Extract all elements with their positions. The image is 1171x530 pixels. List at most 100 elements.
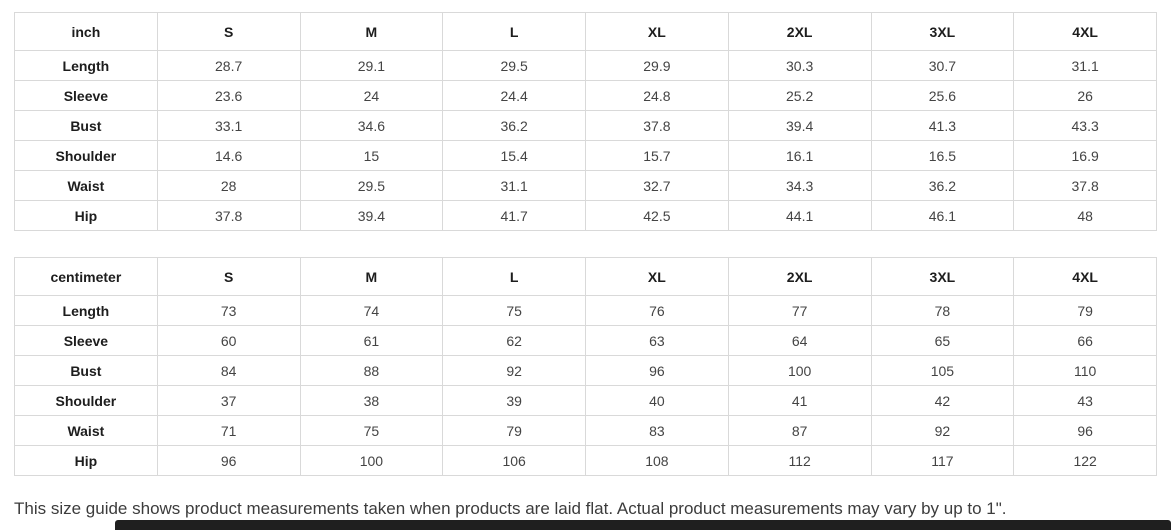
measurement-value: 43	[1013, 385, 1157, 416]
measurement-value: 44.1	[727, 200, 872, 231]
measurement-label: Bust	[14, 355, 158, 386]
measurement-row: Bust 33.1 34.6 36.2 37.8 39.4 41.3 43.3	[14, 110, 1157, 141]
measurement-value: 84	[156, 355, 301, 386]
measurement-value: 37.8	[585, 110, 729, 141]
measurement-value: 33.1	[156, 110, 301, 141]
measurement-value: 96	[1013, 415, 1157, 446]
measurement-value: 25.6	[870, 80, 1015, 111]
measurement-value: 15	[299, 140, 444, 171]
measurement-value: 24.4	[442, 80, 586, 111]
measurement-value: 79	[1013, 295, 1157, 326]
measurement-value: 92	[870, 415, 1015, 446]
measurement-row: Length 73 74 75 76 77 78 79	[14, 295, 1157, 326]
measurement-row: Bust 84 88 92 96 100 105 110	[14, 355, 1157, 386]
measurement-label: Waist	[14, 415, 158, 446]
measurement-value: 96	[156, 445, 301, 476]
measurement-value: 29.1	[299, 50, 444, 81]
measurement-value: 48	[1013, 200, 1157, 231]
measurement-row: Shoulder 37 38 39 40 41 42 43	[14, 385, 1157, 416]
measurement-value: 46.1	[870, 200, 1015, 231]
size-table-inch: inch S M L XL 2XL 3XL 4XL Length 28.7 29.1 29.5 29.9…	[14, 12, 1157, 231]
measurement-value: 41.3	[870, 110, 1015, 141]
measurement-value: 65	[870, 325, 1015, 356]
measurement-row: Hip 37.8 39.4 41.7 42.5 44.1 46.1 48	[14, 200, 1157, 231]
measurement-label: Sleeve	[14, 80, 158, 111]
measurement-row: Waist 71 75 79 83 87 92 96	[14, 415, 1157, 446]
size-column-header: S	[156, 12, 301, 51]
size-column-header: XL	[585, 12, 729, 51]
measurement-value: 74	[299, 295, 444, 326]
measurement-value: 39.4	[727, 110, 872, 141]
size-column-header: 2XL	[727, 257, 872, 296]
measurement-label: Bust	[14, 110, 158, 141]
measurement-label: Shoulder	[14, 140, 158, 171]
measurement-value: 41.7	[442, 200, 586, 231]
measurement-value: 37.8	[1013, 170, 1157, 201]
measurement-value: 43.3	[1013, 110, 1157, 141]
measurement-label: Hip	[14, 200, 158, 231]
measurement-value: 88	[299, 355, 444, 386]
measurement-value: 14.6	[156, 140, 301, 171]
measurement-value: 100	[299, 445, 444, 476]
measurement-label: Waist	[14, 170, 158, 201]
measurement-value: 73	[156, 295, 301, 326]
measurement-value: 36.2	[442, 110, 586, 141]
measurement-value: 60	[156, 325, 301, 356]
measurement-row: Sleeve 60 61 62 63 64 65 66	[14, 325, 1157, 356]
measurement-value: 38	[299, 385, 444, 416]
header-row: inch S M L XL 2XL 3XL 4XL	[14, 12, 1157, 51]
measurement-value: 37	[156, 385, 301, 416]
measurement-value: 16.1	[727, 140, 872, 171]
measurement-value: 106	[442, 445, 586, 476]
measurement-value: 29.5	[299, 170, 444, 201]
measurement-value: 31.1	[1013, 50, 1157, 81]
measurement-value: 64	[727, 325, 872, 356]
measurement-value: 31.1	[442, 170, 586, 201]
table-gap	[14, 231, 1157, 257]
measurement-value: 16.9	[1013, 140, 1157, 171]
measurement-value: 75	[442, 295, 586, 326]
measurement-value: 79	[442, 415, 586, 446]
measurement-row: Sleeve 23.6 24 24.4 24.8 25.2 25.6 26	[14, 80, 1157, 111]
measurement-value: 29.5	[442, 50, 586, 81]
measurement-label: Sleeve	[14, 325, 158, 356]
measurement-value: 24	[299, 80, 444, 111]
measurement-value: 112	[727, 445, 872, 476]
measurement-value: 122	[1013, 445, 1157, 476]
measurement-value: 77	[727, 295, 872, 326]
size-column-header: 3XL	[870, 12, 1015, 51]
unit-label: centimeter	[14, 257, 158, 296]
measurement-value: 117	[870, 445, 1015, 476]
measurement-value: 108	[585, 445, 729, 476]
measurement-value: 39.4	[299, 200, 444, 231]
measurement-value: 92	[442, 355, 586, 386]
measurement-value: 63	[585, 325, 729, 356]
measurement-label: Hip	[14, 445, 158, 476]
measurement-row: Waist 28 29.5 31.1 32.7 34.3 36.2 37.8	[14, 170, 1157, 201]
size-column-header: M	[299, 12, 444, 51]
size-column-header: M	[299, 257, 444, 296]
measurement-value: 75	[299, 415, 444, 446]
measurement-value: 36.2	[870, 170, 1015, 201]
measurement-value: 28	[156, 170, 301, 201]
measurement-value: 16.5	[870, 140, 1015, 171]
measurement-value: 15.4	[442, 140, 586, 171]
measurement-value: 83	[585, 415, 729, 446]
measurement-label: Length	[14, 50, 158, 81]
measurement-value: 62	[442, 325, 586, 356]
cutoff-bottom-bar	[115, 520, 1171, 530]
measurement-value: 61	[299, 325, 444, 356]
measurement-value: 28.7	[156, 50, 301, 81]
measurement-value: 15.7	[585, 140, 729, 171]
header-row: centimeter S M L XL 2XL 3XL 4XL	[14, 257, 1157, 296]
measurement-value: 76	[585, 295, 729, 326]
size-column-header: XL	[585, 257, 729, 296]
size-column-header: 4XL	[1013, 257, 1157, 296]
measurement-value: 29.9	[585, 50, 729, 81]
measurement-value: 37.8	[156, 200, 301, 231]
size-column-header: S	[156, 257, 301, 296]
measurement-value: 41	[727, 385, 872, 416]
measurement-value: 34.6	[299, 110, 444, 141]
unit-label: inch	[14, 12, 158, 51]
